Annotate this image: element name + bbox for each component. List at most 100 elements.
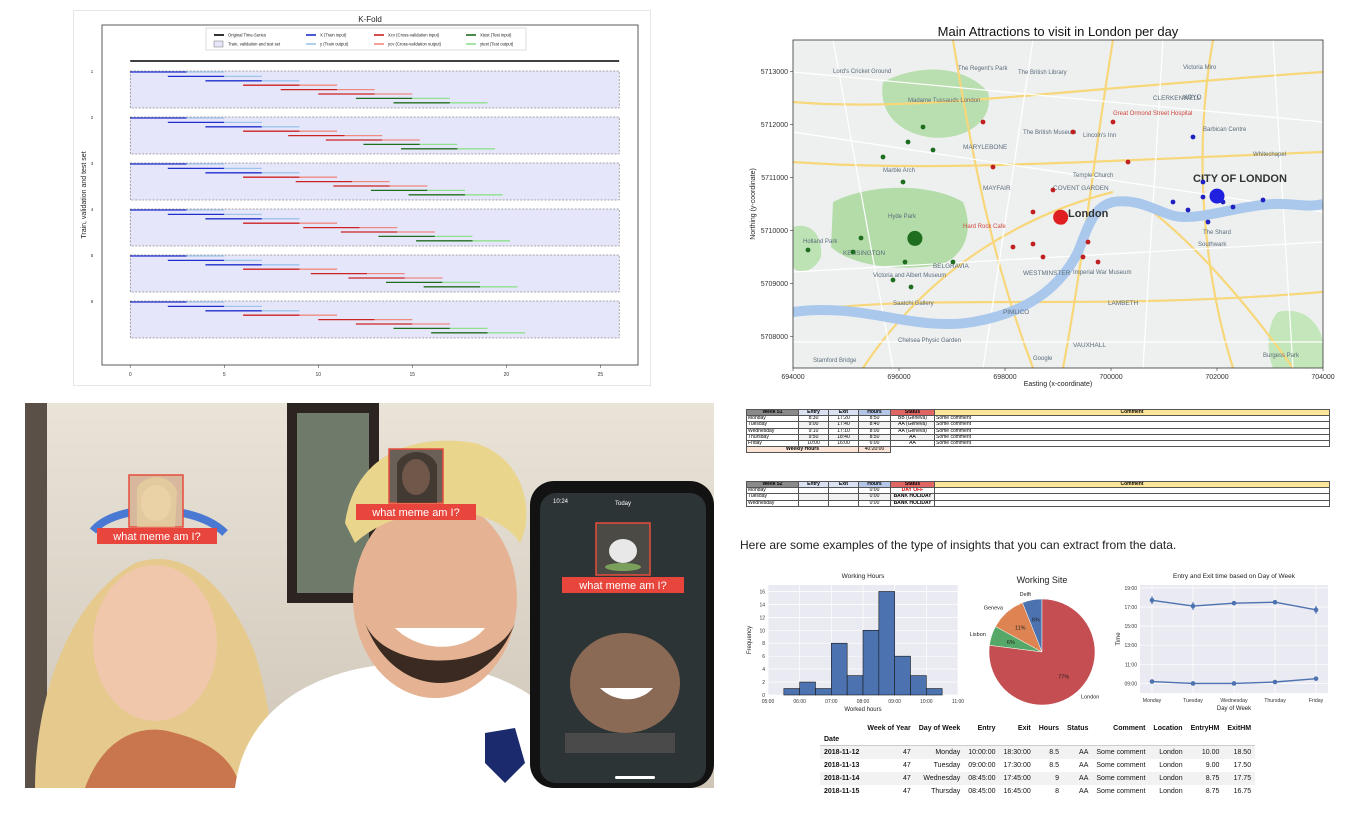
map-label: The British Museum xyxy=(1023,130,1076,136)
hist-ytick-label: 12 xyxy=(759,615,765,621)
map-small-dot xyxy=(1085,239,1091,245)
map-small-dot xyxy=(850,249,856,255)
map-label: Great Ormond Street Hospital xyxy=(1113,111,1192,117)
sheet-cell: Wednesday xyxy=(746,499,799,507)
map-small-dot xyxy=(950,259,956,265)
timesheet-week52: Week 52 Entry Exit Hours Status Comment Monday… xyxy=(746,480,1330,507)
hist-xtick-label: 10:00 xyxy=(920,699,933,705)
sheet-cell: Some comment xyxy=(934,439,1330,448)
kfold-legend-label: Xtest (Test input) xyxy=(480,33,512,38)
hist-xtick-label: 11:00 xyxy=(952,699,964,705)
map-label: BELGRAVIA xyxy=(933,263,969,270)
map-small-dot xyxy=(1205,219,1211,225)
df-cell: 8 xyxy=(1055,788,1059,795)
map-label: COVENT GARDEN xyxy=(1053,185,1109,192)
map-small-dot xyxy=(1185,207,1191,213)
line-ytick-label: 09:00 xyxy=(1124,681,1137,687)
dataframe-table: Week of Year Day of Week Entry Exit Hours Sta… xyxy=(820,723,1256,798)
map-small-dot xyxy=(908,284,914,290)
kfold-legend: Original Time-Series Train, validation an… xyxy=(205,27,527,51)
london-ytick-label: 5712000 xyxy=(761,122,788,129)
map-small-dots xyxy=(805,119,1266,290)
df-cell: 8.75 xyxy=(1205,788,1220,795)
df-column-header: Comment xyxy=(1113,725,1146,732)
kfold-xtick-label: 0 xyxy=(129,372,132,378)
line-xtick-label: Monday xyxy=(1143,698,1162,704)
hist-xtick-label: 06:00 xyxy=(793,699,806,705)
map-small-dot xyxy=(1200,179,1206,185)
timesheet-report-panel: Week 51 Entry Exit Hours Status Comment Monday… xyxy=(740,405,1348,830)
door-frame xyxy=(25,403,47,788)
df-cell: 8.5 xyxy=(1034,745,1063,759)
df-cell: Some comment xyxy=(1092,772,1150,785)
pie-slice-label: London xyxy=(1081,694,1099,700)
df-cell: 9 xyxy=(1034,772,1063,785)
df-cell: Some comment xyxy=(1096,788,1146,795)
line-ytick-label: 19:00 xyxy=(1124,586,1137,592)
hist-bar xyxy=(815,688,832,696)
map-small-dot xyxy=(880,154,886,160)
hist-bar xyxy=(862,629,880,696)
df-cell: AA xyxy=(1062,772,1093,785)
map-label: Chelsea Physic Garden xyxy=(898,338,961,344)
line-point xyxy=(1149,679,1155,684)
df-column-header: Hours xyxy=(1038,725,1059,732)
map-label: XOYO xyxy=(1183,94,1201,101)
map-big-point xyxy=(1053,209,1069,225)
map-label: Saatchi Gallery xyxy=(893,301,934,307)
phone-home-indicator xyxy=(615,776,655,779)
sheet-total-value: 40:20:00 xyxy=(858,446,891,454)
df-cell: London xyxy=(1159,762,1183,769)
map-base: Lord's Cricket Ground The Regent's Park Ma… xyxy=(793,40,1323,368)
df-cell: 10.00 xyxy=(1186,745,1224,759)
pie-slice-label: Lisbon xyxy=(970,632,986,638)
london-xtick-label: 702000 xyxy=(1205,374,1228,381)
df-column-header: Location xyxy=(1153,725,1183,732)
hist-ytick-label: 8 xyxy=(762,641,765,647)
kfold-legend-label: y (Train output) xyxy=(320,42,349,47)
map-label: Whitechapel xyxy=(1253,152,1286,158)
kfold-legend-label: ycv (Cross-validation output) xyxy=(388,42,442,47)
kfold-fold-label: 6 xyxy=(91,299,94,304)
line-point xyxy=(1190,681,1196,686)
kfold-axes: 0 5 10 15 20 25 xyxy=(129,365,603,378)
line-point xyxy=(1272,599,1278,605)
map-small-dot xyxy=(890,277,896,283)
kfold-fold-label: 4 xyxy=(91,207,94,212)
line-xtick-label: Wednesday xyxy=(1220,698,1248,704)
df-cell: AA xyxy=(1079,762,1089,769)
df-cell: 47 xyxy=(863,745,915,759)
london-ytick-label: 5713000 xyxy=(761,69,788,76)
pie-title: Working Site xyxy=(1017,575,1068,585)
hist-bar xyxy=(878,591,895,696)
sheet-cell xyxy=(828,499,859,507)
kfold-legend-swatch xyxy=(213,40,224,48)
london-xtick-label: 704000 xyxy=(1311,374,1334,381)
london-ytick-label: 5708000 xyxy=(761,334,788,341)
kfold-legend-label: X (Train input) xyxy=(320,33,347,38)
map-small-dot xyxy=(1030,209,1036,215)
df-row: 2018-11-15 47 Thursday 08:45:00 16:45:00 8 AA S… xyxy=(820,785,1255,798)
df-cell: Wednesday xyxy=(914,772,965,785)
hist-ytick-label: 6 xyxy=(762,654,765,660)
line-point xyxy=(1313,607,1319,613)
kfold-fold-label: 5 xyxy=(91,253,94,258)
working-hours-histogram: Working Hours 0 2 4 6 8 10 12 14 16 05:00 06:00 07:0… xyxy=(747,573,964,713)
london-title: Main Attractions to visit in London per … xyxy=(938,24,1179,39)
df-cell: 16.75 xyxy=(1233,788,1252,795)
sheet-cell: BANK HOLIDAY xyxy=(890,493,935,501)
df-cell: 18.50 xyxy=(1223,745,1256,759)
map-small-dot xyxy=(1070,129,1076,135)
map-label: The Shard xyxy=(1203,230,1231,236)
hist-bar xyxy=(783,688,800,696)
meme-box-middle: what meme am I? xyxy=(356,448,476,520)
map-small-dot xyxy=(900,179,906,185)
sheet-row: Wednesday 9:10 17:10 8:00 AA (Geneva) Some co… xyxy=(746,427,1330,435)
map-label: Marble Arch xyxy=(883,168,915,174)
sheet-cell: BANK HOLIDAY xyxy=(890,499,935,507)
df-column-header: ExitHM xyxy=(1227,725,1252,732)
sheet-row: Wednesday 0:00 BANK HOLIDAY xyxy=(746,499,1330,507)
pie-pct-label: 77% xyxy=(1058,675,1069,681)
df-cell: 17.75 xyxy=(1223,772,1256,785)
map-small-dot xyxy=(990,164,996,170)
